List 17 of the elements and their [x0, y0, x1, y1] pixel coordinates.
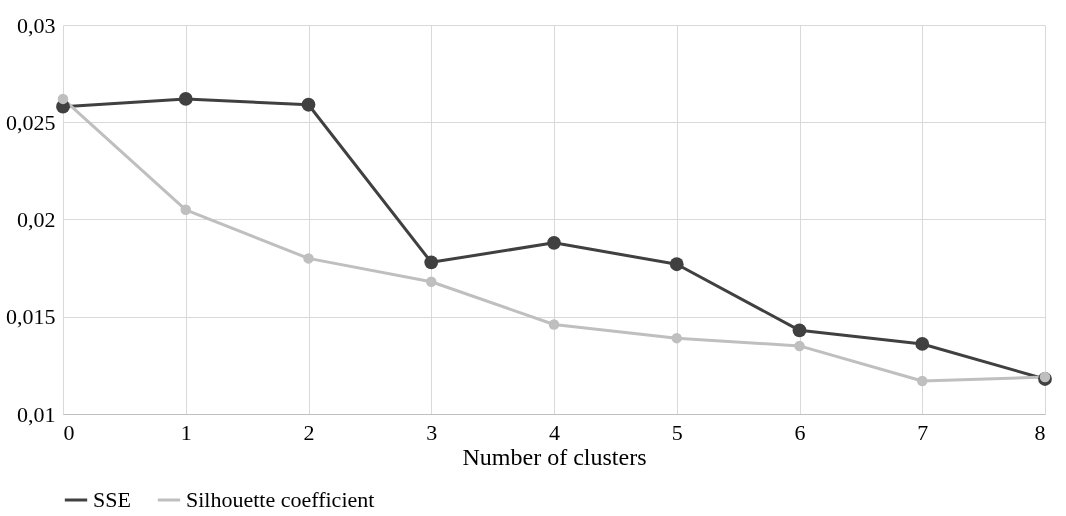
y-tick-label: 0,025	[6, 109, 56, 135]
y-tick-label: 0,015	[6, 304, 56, 330]
y-tick-label: 0,03	[17, 12, 56, 38]
y-tick-label: 0,01	[17, 401, 56, 427]
x-axis-title: Number of clusters	[462, 443, 647, 470]
x-tick-label: 5	[671, 419, 683, 445]
x-tick-label: 3	[426, 419, 438, 445]
x-tick-label: 4	[549, 419, 560, 445]
x-tick-label: 0	[63, 419, 75, 445]
x-tick-label: 1	[180, 419, 192, 445]
legend-label: Silhouette coefficient	[186, 487, 375, 512]
x-tick-label: 7	[917, 419, 929, 445]
y-tick-label: 0,02	[17, 207, 56, 232]
x-tick-label: 8	[1034, 419, 1046, 445]
legend-label: SSE	[93, 487, 131, 512]
x-tick-label: 2	[303, 419, 315, 445]
x-tick-label: 6	[794, 419, 806, 445]
